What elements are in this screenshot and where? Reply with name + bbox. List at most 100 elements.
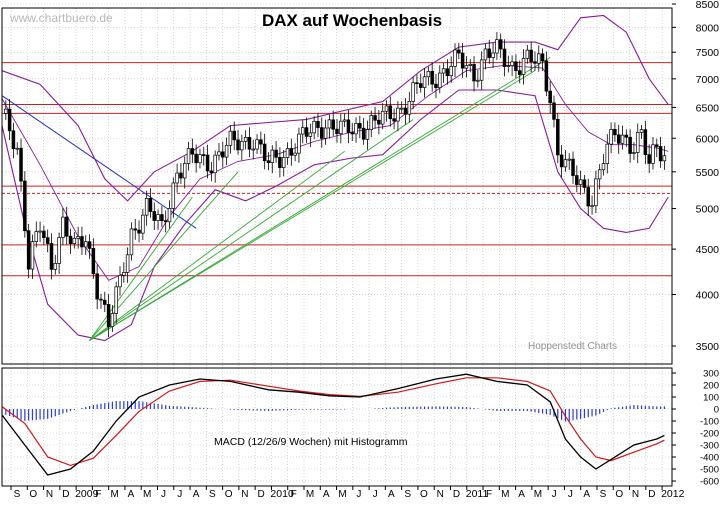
candle-body [7, 108, 12, 132]
candle-body [346, 119, 351, 133]
candle-body [396, 107, 400, 122]
candle-body [4, 108, 8, 114]
candle [289, 138, 294, 166]
candle [156, 209, 160, 230]
x-tick-label: N [46, 489, 53, 500]
y-tick-label: 3500 [696, 341, 720, 353]
candle-body [308, 132, 313, 137]
candle-body [457, 49, 461, 54]
candle [605, 134, 610, 174]
candle [483, 43, 488, 70]
candle-body [118, 275, 122, 288]
candle-body [148, 198, 153, 212]
candle-body [434, 83, 438, 89]
candle-body [582, 179, 587, 188]
source-label: Hoppenstedt Charts [528, 341, 617, 352]
watermark: www.chartbuero.de [9, 11, 113, 25]
candle-body [240, 140, 244, 151]
x-tick-label: O [225, 489, 233, 500]
candle [392, 108, 396, 130]
candle [658, 136, 663, 168]
y-tick-label: 6000 [696, 133, 720, 145]
candle-body [133, 228, 137, 231]
candle-body [72, 237, 77, 244]
candle [643, 120, 648, 164]
candle [510, 55, 514, 77]
candle-body [495, 39, 499, 54]
candle [300, 120, 305, 144]
x-tick-label: D [648, 489, 655, 500]
candle [529, 41, 533, 73]
candle-body [26, 230, 31, 270]
candle [521, 49, 526, 85]
x-tick-label: J [356, 489, 361, 500]
candle-body [544, 60, 549, 92]
candle-body [616, 134, 621, 144]
candle-body [441, 68, 446, 74]
y-tick-label: 4000 [696, 290, 720, 302]
candle [163, 210, 168, 233]
candle-body [323, 127, 328, 139]
candle [548, 80, 552, 114]
x-tick-label: D [62, 489, 69, 500]
candle [148, 188, 153, 218]
candle-body [179, 172, 183, 179]
candle-body [186, 148, 191, 164]
candle-body [399, 107, 404, 110]
candle-body [578, 179, 583, 185]
candle-body [23, 180, 27, 232]
candle [460, 43, 465, 78]
candle-body [49, 243, 54, 270]
candle [293, 143, 297, 162]
candle [228, 125, 233, 154]
candle-body [57, 237, 61, 264]
x-tick-label: J [552, 489, 557, 500]
candle-body [125, 254, 130, 273]
candle-body [502, 48, 507, 67]
candle-body [53, 263, 58, 270]
candle [4, 100, 8, 120]
uptrend-line [89, 70, 536, 341]
candle-body [228, 130, 233, 146]
y-tick-label: 8000 [696, 22, 720, 34]
x-tick-label: A [128, 489, 135, 500]
candle-body [464, 65, 469, 69]
candle-body [205, 154, 210, 172]
candle [64, 206, 69, 245]
candle-body [605, 143, 610, 164]
x-tick-label: D [453, 489, 460, 500]
candle [369, 110, 374, 138]
candle-body [460, 52, 465, 69]
candle [278, 147, 282, 178]
candle-body [483, 48, 488, 61]
bollinger-upper [1, 14, 669, 202]
candle [61, 208, 65, 246]
candle-body [316, 120, 320, 128]
candle-body [639, 129, 644, 133]
candle [380, 103, 385, 130]
x-tick-label: J [373, 489, 378, 500]
candle-body [259, 139, 263, 145]
candle-body [171, 182, 176, 209]
x-tick-label: F [291, 489, 297, 500]
candle [396, 101, 400, 132]
candle-body [293, 152, 297, 156]
candle-body [510, 61, 514, 66]
candle [655, 138, 659, 158]
candle-body [552, 102, 556, 120]
x-tick-label: S [209, 489, 216, 500]
candle-body [643, 129, 648, 155]
candle [247, 127, 252, 158]
candle [616, 124, 621, 154]
candle-body [320, 127, 324, 139]
candle [217, 142, 221, 161]
x-tick-label: S [14, 489, 21, 500]
candle [628, 129, 632, 163]
candle [194, 144, 198, 173]
candle-body [331, 119, 335, 130]
candle-body [411, 82, 415, 102]
candle-body [594, 178, 598, 207]
x-tick-label: A [518, 489, 525, 500]
candle [19, 138, 23, 192]
